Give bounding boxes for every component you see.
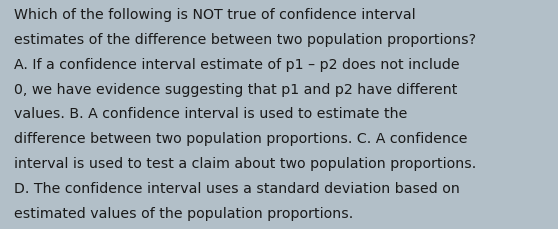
Text: estimated values of the population proportions.: estimated values of the population propo… [14,206,353,220]
Text: interval is used to test a claim about two population proportions.: interval is used to test a claim about t… [14,156,476,170]
Text: 0, we have evidence suggesting that p1 and p2 have different: 0, we have evidence suggesting that p1 a… [14,82,458,96]
Text: values. B. A confidence interval is used to estimate the: values. B. A confidence interval is used… [14,107,407,121]
Text: estimates of the difference between two population proportions?: estimates of the difference between two … [14,33,476,47]
Text: difference between two population proportions. C. A confidence: difference between two population propor… [14,132,468,146]
Text: Which of the following is NOT true of confidence interval: Which of the following is NOT true of co… [14,8,416,22]
Text: A. If a confidence interval estimate of p1 – p2 does not include: A. If a confidence interval estimate of … [14,57,460,71]
Text: D. The confidence interval uses a standard deviation based on: D. The confidence interval uses a standa… [14,181,460,195]
